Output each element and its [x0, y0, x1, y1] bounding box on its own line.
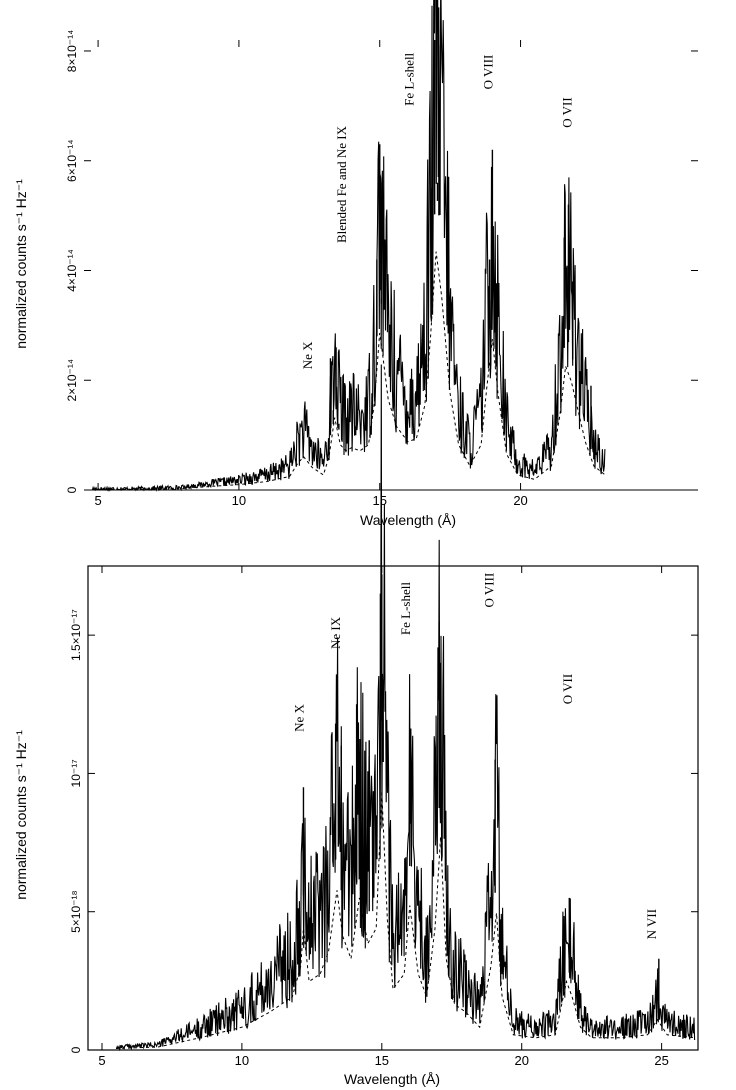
chart-bottom-annotations: Ne X Ne IX Fe L-shell O VIII O VII N VII — [292, 573, 660, 940]
line-annotation: Fe L-shell — [402, 52, 417, 105]
y-tick-label: 0 — [65, 486, 79, 493]
chart-top-ticks: 5 10 15 20 0 2×10⁻¹⁴ 4×10⁻¹⁴ 6×10⁻¹⁴ 8×10⁻¹⁴ — [65, 30, 698, 508]
y-tick-label: 5×10⁻¹⁸ — [69, 891, 83, 933]
y-tick-label: 10⁻¹⁷ — [69, 759, 83, 787]
x-tick-label: 5 — [98, 1053, 105, 1068]
x-tick-label: 15 — [372, 493, 386, 508]
chart-top-x-axis-label: Wavelength (Å) — [360, 512, 456, 528]
y-tick-label: 4×10⁻¹⁴ — [65, 249, 79, 292]
line-annotation: O VII — [560, 674, 575, 704]
line-annotation: N VII — [644, 909, 659, 939]
chart-bottom-spectrum — [115, 364, 696, 1052]
model-line — [92, 251, 606, 490]
chart-bottom-y-axis-label: normalized counts s⁻¹ Hz⁻¹ — [13, 730, 29, 900]
y-tick-label: 2×10⁻¹⁴ — [65, 359, 79, 402]
bot-plot-frame — [87, 565, 699, 1051]
y-tick-label: 0 — [69, 1046, 83, 1053]
line-annotation: Fe L-shell — [398, 582, 413, 635]
y-tick-label: 8×10⁻¹⁴ — [65, 30, 79, 73]
line-annotation: O VIII — [482, 573, 497, 608]
chart-bottom-baseline — [115, 791, 696, 1049]
chart-top-annotations: Ne X Blended Fe and Ne IX Fe L-shell O VIII… — [300, 52, 574, 369]
spectrum-line — [91, 0, 606, 492]
line-annotation: Ne X — [292, 703, 307, 731]
y-tick-label: 6×10⁻¹⁴ — [65, 139, 79, 182]
chart-bottom-x-axis-label: Wavelength (Å) — [344, 1071, 440, 1087]
x-tick-label: 15 — [375, 1053, 389, 1068]
chart-top-baseline — [92, 251, 606, 490]
chart-bottom-axes — [87, 565, 699, 1051]
chart-top: 5 10 15 20 0 2×10⁻¹⁴ 4×10⁻¹⁴ 6×10⁻¹⁴ 8×10⁻¹⁴ Ne … — [13, 0, 698, 528]
line-annotation: O VII — [559, 97, 574, 127]
chart-bottom-ticks: 5 10 15 20 25 0 5×10⁻¹⁸ 10⁻¹⁷ 1.5×10⁻¹⁷ — [69, 566, 698, 1068]
model-line — [115, 791, 696, 1049]
line-annotation: Ne X — [300, 341, 315, 369]
y-tick-label: 1.5×10⁻¹⁷ — [69, 609, 83, 661]
spectrum-line — [115, 364, 696, 1052]
x-tick-label: 5 — [94, 493, 101, 508]
chart-top-spectrum — [91, 0, 606, 492]
x-tick-label: 20 — [514, 1053, 528, 1068]
x-tick-label: 10 — [235, 1053, 249, 1068]
line-annotation: O VIII — [480, 55, 495, 90]
line-annotation: Ne IX — [328, 616, 343, 649]
x-tick-label: 25 — [654, 1053, 668, 1068]
x-tick-label: 20 — [513, 493, 527, 508]
chart-bottom: 5 10 15 20 25 0 5×10⁻¹⁸ 10⁻¹⁷ 1.5×10⁻¹⁷ Ne X Ne I… — [13, 364, 699, 1087]
chart-top-y-axis-label: normalized counts s⁻¹ Hz⁻¹ — [13, 179, 29, 349]
x-tick-label: 10 — [232, 493, 246, 508]
line-annotation: Blended Fe and Ne IX — [334, 125, 349, 243]
